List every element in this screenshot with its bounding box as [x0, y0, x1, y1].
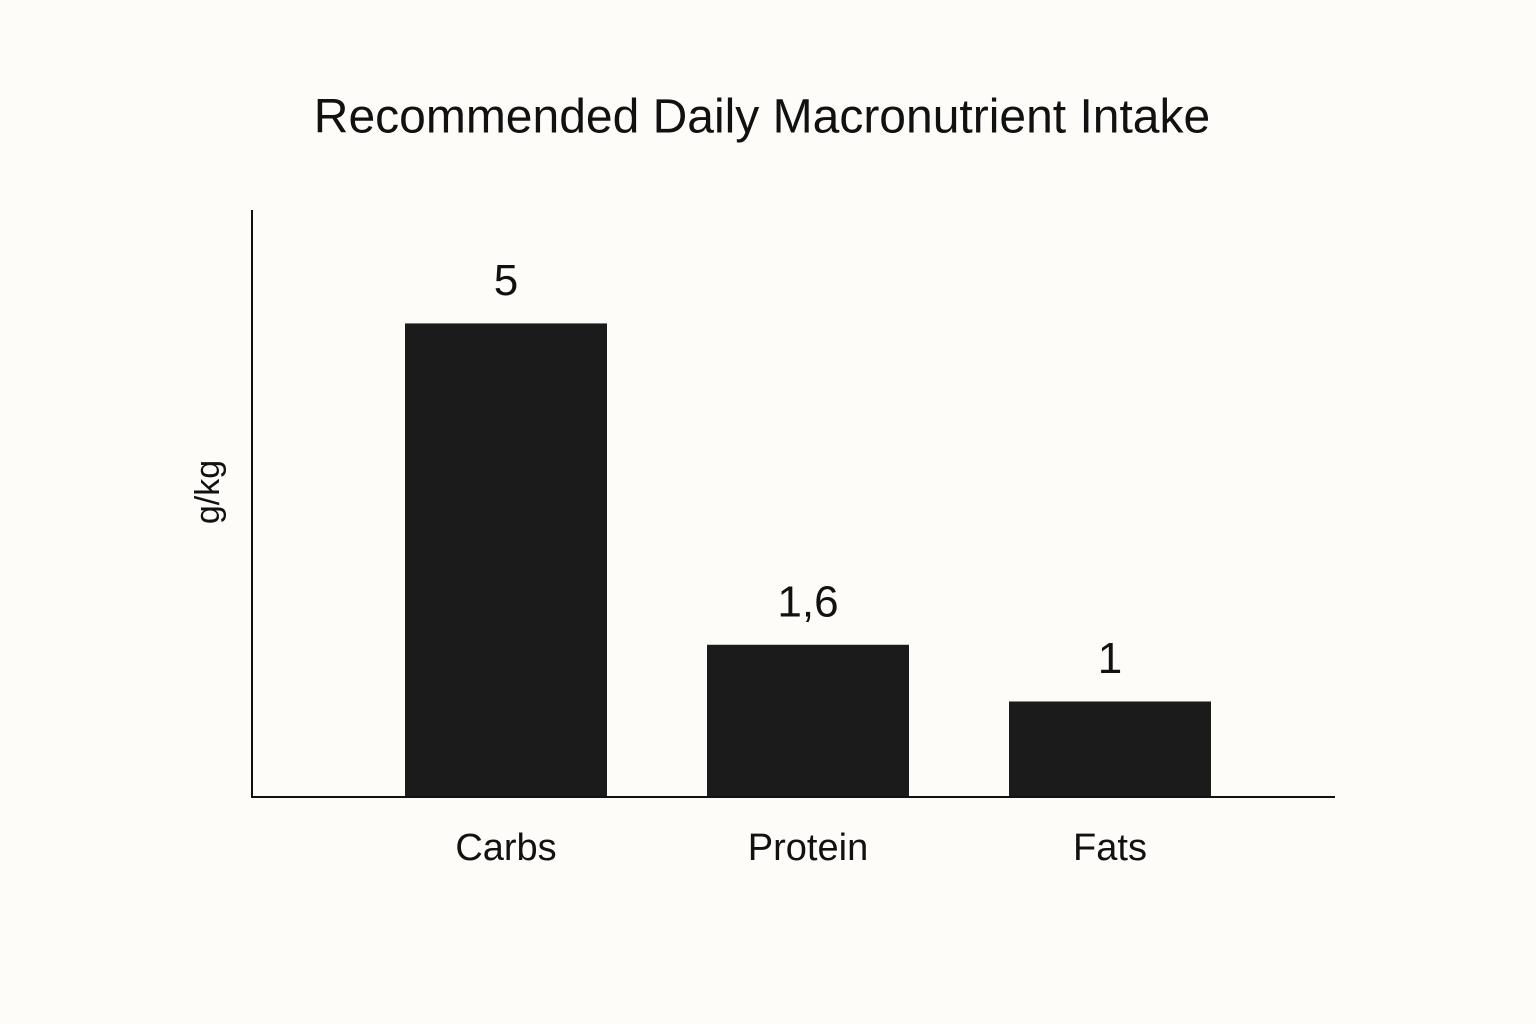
value-label: 1,6 — [777, 577, 838, 626]
y-axis-label: g/kg — [189, 460, 227, 524]
bar — [1009, 701, 1211, 796]
value-label: 5 — [494, 256, 518, 305]
x-tick-label: Carbs — [455, 827, 556, 869]
bar — [707, 644, 909, 796]
chart-title: Recommended Daily Macronutrient Intake — [314, 91, 1210, 144]
bar — [405, 323, 607, 796]
x-tick-label: Fats — [1073, 827, 1147, 869]
value-label: 1 — [1098, 634, 1122, 683]
x-tick-label: Protein — [748, 827, 868, 869]
